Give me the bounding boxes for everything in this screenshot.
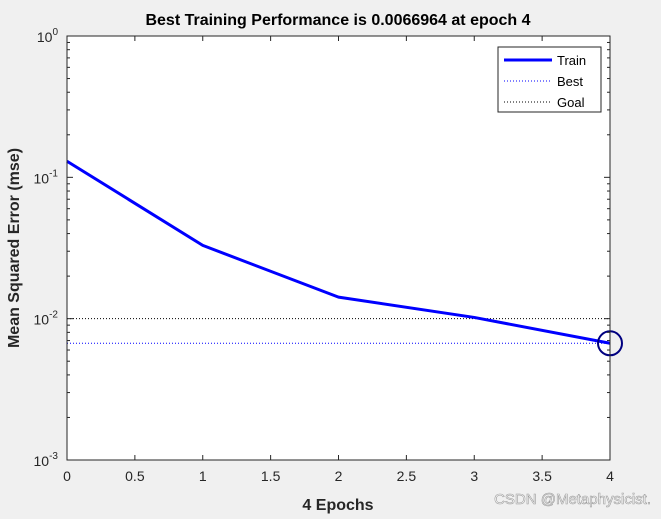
y-tick-label: 10-1 — [34, 168, 59, 186]
legend-label-best: Best — [557, 74, 583, 89]
chart-title: Best Training Performance is 0.0066964 a… — [145, 12, 530, 29]
series-line-train — [66, 159, 611, 345]
x-tick-label: 0 — [63, 468, 71, 484]
y-tick-label: 10-2 — [34, 310, 59, 328]
x-tick-label: 1 — [199, 468, 207, 484]
legend: Train Best Goal — [497, 46, 602, 113]
y-axis-label: Mean Squared Error (mse) — [6, 148, 23, 348]
x-tick-label: 1.5 — [261, 468, 281, 484]
x-tick-label: 0.5 — [125, 468, 145, 484]
y-tick-label: 10-3 — [34, 451, 59, 469]
y-tick-label: 100 — [37, 27, 59, 45]
x-tick-label: 3 — [470, 468, 478, 484]
x-tick-label: 4 — [606, 468, 614, 484]
watermark: CSDN @Metaphysicist. — [494, 491, 651, 508]
x-tick-label: 3.5 — [532, 468, 552, 484]
legend-label-goal: Goal — [557, 95, 585, 110]
legend-label-train: Train — [557, 53, 586, 68]
x-tick-label: 2 — [335, 468, 343, 484]
x-tick-label: 2.5 — [397, 468, 417, 484]
legend-box — [497, 46, 602, 113]
x-axis-label: 4 Epochs — [302, 497, 373, 514]
